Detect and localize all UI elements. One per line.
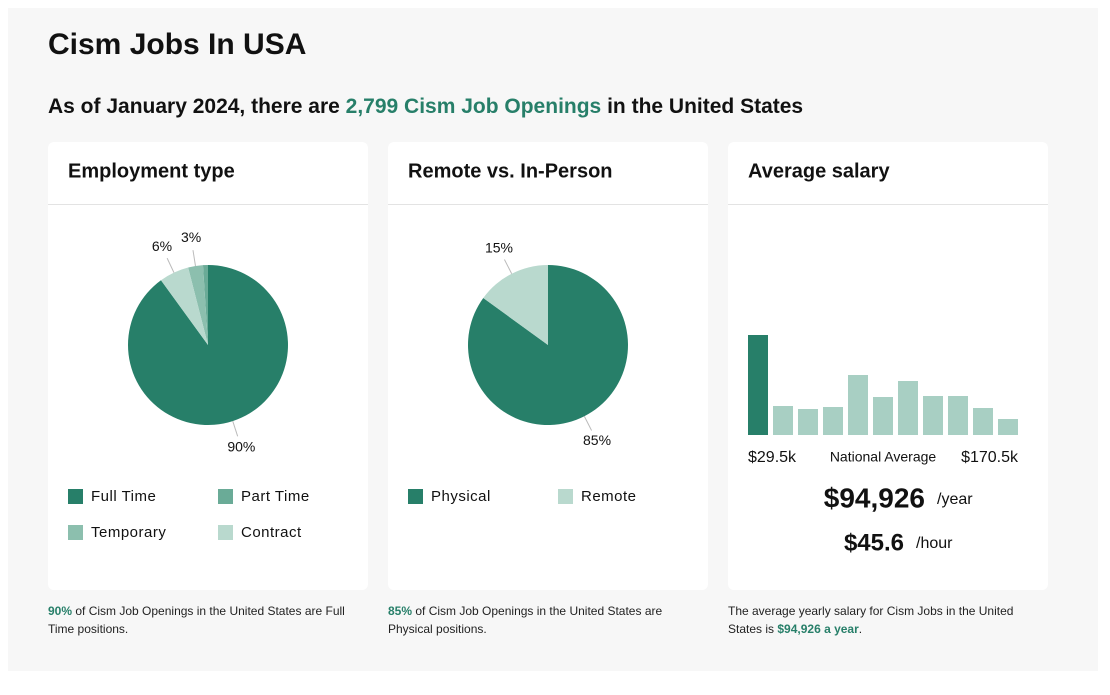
bar: [798, 409, 818, 435]
footnote: The average yearly salary for Cism Jobs …: [728, 602, 1038, 638]
legend-swatch: [218, 525, 233, 540]
bar: [848, 375, 868, 435]
salary-year-unit: /year: [937, 491, 973, 508]
bar: [823, 407, 843, 435]
data-label: 6%: [152, 238, 172, 254]
footnote-text: The average yearly salary for Cism Jobs …: [728, 604, 1014, 636]
bar: [948, 396, 968, 435]
footnote-text: of Cism Job Openings in the United State…: [388, 604, 663, 636]
range-max: $170.5k: [961, 449, 1019, 466]
data-label: 90%: [227, 438, 255, 454]
card-title: Employment type: [68, 160, 235, 182]
range-center: National Average: [830, 449, 937, 465]
legend-swatch: [558, 489, 573, 504]
pie-slice: [202, 265, 208, 345]
leader-line: [232, 420, 239, 437]
leader-line: [192, 250, 196, 267]
bar: [898, 381, 918, 435]
page-title: Cism Jobs In USA: [48, 28, 307, 61]
range-min: $29.5k: [748, 449, 797, 466]
bar: [873, 397, 893, 435]
bar: [748, 335, 768, 435]
pie-slice: [188, 265, 208, 345]
legend-label: Remote: [581, 488, 637, 505]
footnote-text: of Cism Job Openings in the United State…: [48, 604, 345, 636]
card-title: Remote vs. In-Person: [408, 160, 613, 182]
salary-year: $94,926: [824, 482, 925, 513]
salary-hour: $45.6: [844, 529, 904, 556]
subtitle: As of January 2024, there are 2,799 Cism…: [48, 95, 803, 119]
pie-slice: [160, 267, 208, 345]
salary-hour-unit: /hour: [916, 535, 953, 552]
legend-swatch: [408, 489, 423, 504]
data-label: 85%: [583, 432, 611, 448]
footnote-highlight: 85%: [388, 604, 413, 618]
bar: [923, 396, 943, 435]
bar: [773, 406, 793, 435]
leader-line: [503, 259, 513, 274]
subtitle-highlight: 2,799 Cism Job Openings: [345, 95, 602, 118]
legend-label: Part Time: [241, 488, 310, 505]
card: [728, 142, 1048, 590]
subtitle-text: As of January 2024, there are: [48, 95, 346, 118]
footnote: 90% of Cism Job Openings in the United S…: [48, 602, 358, 638]
card-title: Average salary: [748, 160, 890, 182]
legend-swatch: [218, 489, 233, 504]
leader-line: [166, 257, 175, 273]
subtitle-text: in the United States: [601, 95, 804, 118]
legend-label: Physical: [431, 488, 491, 505]
footnote-highlight: $94,926 a year: [777, 622, 859, 636]
legend-swatch: [68, 489, 83, 504]
pie-slice: [483, 265, 548, 345]
legend-swatch: [68, 525, 83, 540]
legend-label: Temporary: [91, 524, 166, 541]
pie-slice: [128, 265, 288, 426]
data-label: 15%: [485, 239, 513, 255]
footnote-highlight: 90%: [48, 604, 73, 618]
footnote: 85% of Cism Job Openings in the United S…: [388, 602, 698, 638]
leader-line: [583, 416, 593, 431]
bar: [998, 419, 1018, 435]
legend-label: Full Time: [91, 488, 156, 505]
data-label: 3%: [181, 229, 201, 245]
footnote-text: .: [858, 622, 863, 636]
legend-label: Contract: [241, 524, 302, 541]
bar: [973, 408, 993, 435]
